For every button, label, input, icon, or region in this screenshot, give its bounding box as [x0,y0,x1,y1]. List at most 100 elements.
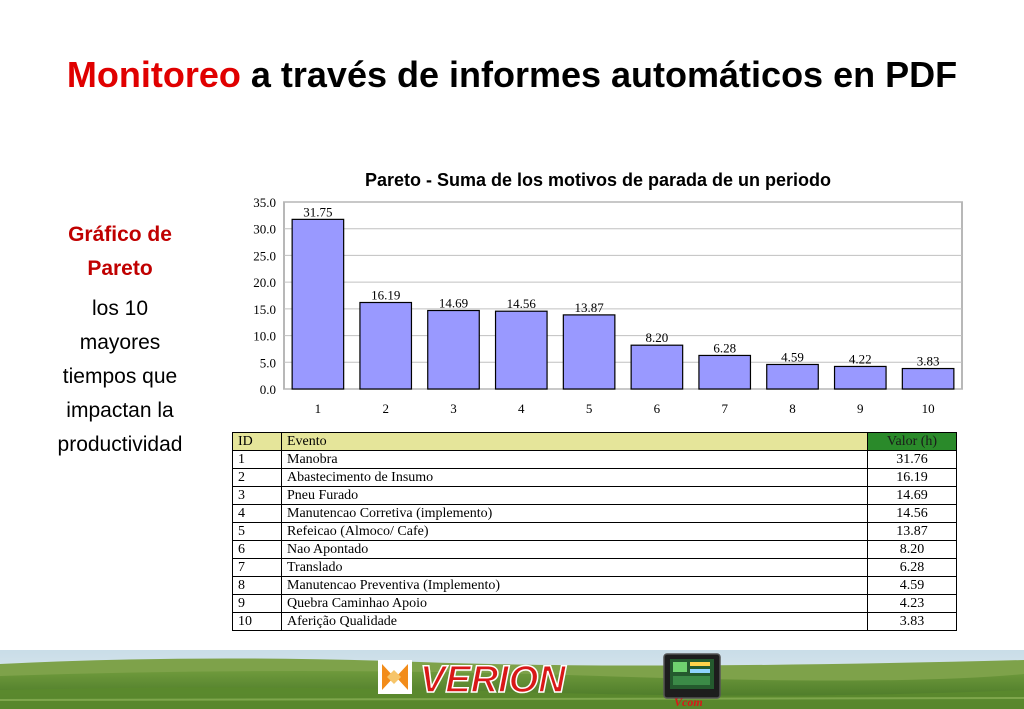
cell-value: 8.20 [867,540,957,559]
cell-value: 16.19 [867,468,957,487]
slide-title-accent: Monitoreo [66,54,241,95]
side-title-line: Gráfico de [68,223,172,246]
x-tick-label: 7 [721,401,728,416]
cell-id: 5 [232,522,282,541]
cell-event: Refeicao (Almoco/ Cafe) [281,522,868,541]
device-caption: Vcom [674,695,703,709]
cell-id: 1 [232,450,282,469]
table-row: 2 Abastecimento de Insumo 16.19 [232,468,957,487]
slide-title: Monitoreo a través de informes automátic… [0,54,1024,96]
table-row: 9 Quebra Caminhao Apoio 4.23 [232,594,957,613]
data-label: 16.19 [371,287,400,302]
y-tick-label: 20.0 [253,275,276,290]
footer-brand: VERION [420,659,567,701]
cell-id: 3 [232,486,282,505]
y-tick-label: 35.0 [253,195,276,210]
data-label: 14.69 [439,296,468,311]
events-table: ID Evento Valor (h) 1 Manobra 31.76 2 Abast… [232,432,957,631]
bar [562,314,616,390]
data-label: 4.22 [849,351,872,366]
x-tick-label: 4 [518,401,525,416]
chart-title: Pareto - Suma de los motivos de parada d… [364,170,832,190]
cell-id: 8 [232,576,282,595]
data-label: 8.20 [646,330,669,345]
cell-value: 13.87 [867,522,957,541]
side-panel: Gráfico de Pareto los 10 mayores tiempos… [40,218,200,462]
cell-value: 14.69 [867,486,957,505]
y-tick-label: 0.0 [260,382,276,397]
bar [427,309,480,390]
bar [494,310,548,390]
side-description-line: productividad [57,433,183,456]
side-description-line: mayores [79,331,161,354]
cell-value: 14.56 [867,504,957,523]
x-tick-label: 9 [857,401,864,416]
x-tick-label: 2 [382,401,389,416]
y-tick-label: 5.0 [260,355,276,370]
x-tick-label: 3 [450,401,457,416]
x-tick-label: 8 [789,401,796,416]
pareto-bar-chart: 0.0 5.0 10.0 15.0 20.0 25.0 30.0 35.0 31.75 1 16.1… [253,195,963,416]
x-tick-label: 6 [654,401,661,416]
table-header-row: ID Evento Valor (h) [232,432,957,451]
cell-id: 6 [232,540,282,559]
bar [359,301,413,390]
footer-banner: VERION Vcom [0,650,1024,709]
y-tick-label: 30.0 [253,222,276,237]
cell-event: Aferição Qualidade [281,612,868,631]
data-label: 13.87 [574,300,604,315]
side-title: Gráfico de Pareto [40,218,200,286]
header-value: Valor (h) [867,432,957,451]
header-id: ID [232,432,282,451]
cell-event: Manobra [281,450,868,469]
data-label: 14.56 [507,296,537,311]
data-label: 6.28 [713,340,736,355]
cell-id: 7 [232,558,282,577]
cell-value: 4.23 [867,594,957,613]
cell-value: 4.59 [867,576,957,595]
bar [698,354,752,390]
verion-logo-icon [378,660,412,694]
side-description: los 10 mayores tiempos que impactan la p… [40,292,200,462]
cell-value: 3.83 [867,612,957,631]
bar [833,365,887,390]
data-label: 3.83 [917,354,940,369]
bar [630,344,684,390]
farmland-landscape: VERION Vcom [0,650,1024,709]
slide-title-rest: a través de informes automáticos en PDF [240,54,958,95]
table-row: 6 Nao Apontado 8.20 [232,540,957,559]
table-row: 1 Manobra 31.76 [232,450,957,469]
bar [291,218,345,390]
y-tick-label: 15.0 [253,302,276,317]
table-row: 3 Pneu Furado 14.69 [232,486,957,505]
cell-id: 4 [232,504,282,523]
cell-id: 10 [232,612,282,631]
terminal-device-icon [663,653,721,699]
cell-event: Pneu Furado [281,486,868,505]
cell-value: 6.28 [867,558,957,577]
cell-value: 31.76 [867,450,957,469]
x-tick-label: 1 [315,401,322,416]
table-row: 5 Refeicao (Almoco/ Cafe) 13.87 [232,522,957,541]
cell-id: 9 [232,594,282,613]
bar [766,363,819,390]
side-title-line: Pareto [87,257,153,280]
side-description-line: tiempos que [62,365,178,388]
cell-event: Nao Apontado [281,540,868,559]
y-tick-label: 10.0 [253,329,276,344]
cell-event: Manutencao Preventiva (Implemento) [281,576,868,595]
table-row: 10 Aferição Qualidade 3.83 [232,612,957,631]
cell-event: Abastecimento de Insumo [281,468,868,487]
data-label: 4.59 [781,349,804,364]
bar [901,367,955,390]
cell-id: 2 [232,468,282,487]
side-description-line: los 10 [91,297,149,320]
x-tick-label: 5 [586,401,593,416]
side-description-line: impactan la [66,399,174,422]
table-row: 8 Manutencao Preventiva (Implemento) 4.59 [232,576,957,595]
data-label: 31.75 [303,204,332,219]
cell-event: Manutencao Corretiva (implemento) [281,504,868,523]
y-tick-label: 25.0 [253,248,276,263]
cell-event: Translado [281,558,868,577]
cell-event: Quebra Caminhao Apoio [281,594,868,613]
